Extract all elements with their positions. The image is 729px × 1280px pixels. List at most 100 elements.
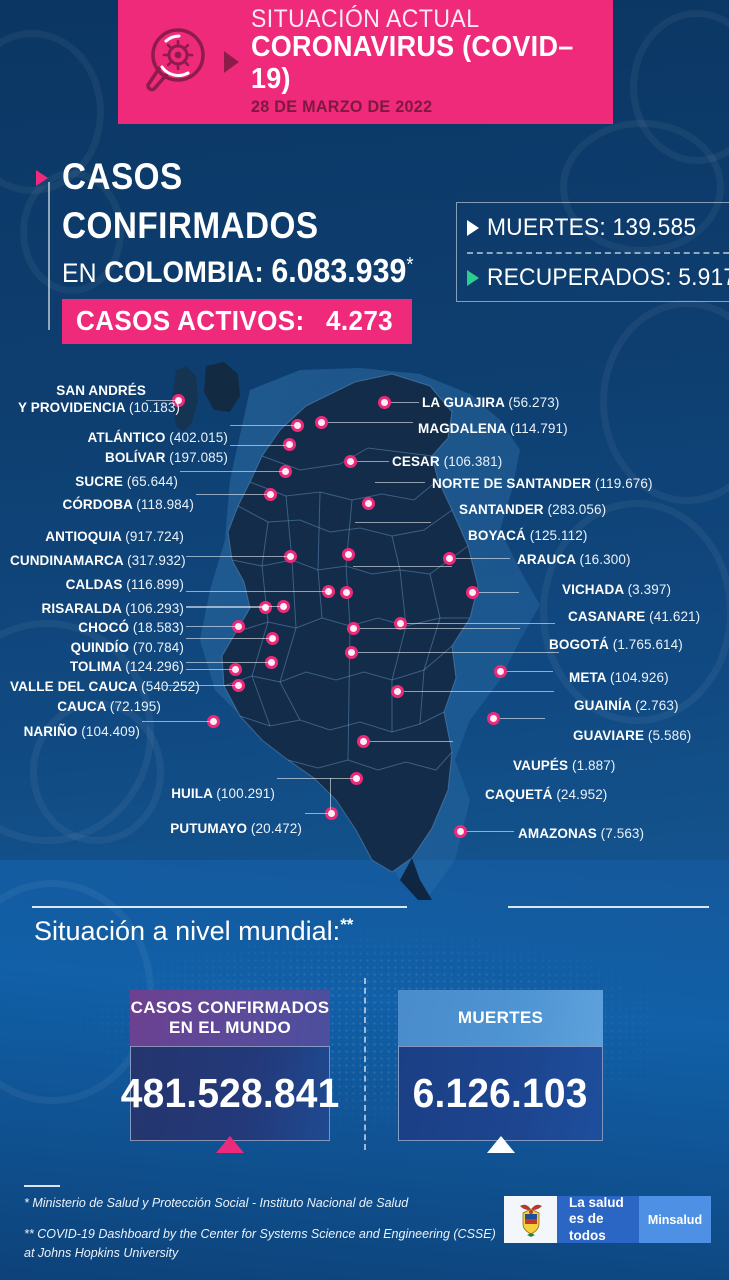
map-label-quindio: QUINDÍO (70.784) <box>10 640 184 657</box>
map-label-narino: NARIÑO (104.409) <box>10 724 140 741</box>
map-dot-caqueta[interactable] <box>357 735 370 748</box>
map-label-vichada: VICHADA (3.397) <box>562 582 671 599</box>
leader-line <box>186 606 280 607</box>
dept-value: (18.583) <box>132 620 184 635</box>
dept-value: (116.899) <box>126 577 184 592</box>
header-arrow-icon <box>224 51 239 73</box>
magnifier-virus-icon <box>140 25 214 99</box>
map-dot-sucre[interactable] <box>279 465 292 478</box>
map-dot-cundinamarca[interactable] <box>322 585 335 598</box>
map-dot-boyaca[interactable] <box>340 586 353 599</box>
dept-name: BOLÍVAR <box>104 450 166 465</box>
map-dot-huila[interactable] <box>350 772 363 785</box>
virus-deco-icon <box>600 300 729 504</box>
map-dot-choco[interactable] <box>232 620 245 633</box>
map-dot-cauca[interactable] <box>232 679 245 692</box>
dept-name: MAGDALENA <box>418 421 507 436</box>
map-dot-atlantico[interactable] <box>291 419 304 432</box>
map-dot-guaviare[interactable] <box>391 685 404 698</box>
dept-name: LA GUAJIRA <box>422 395 505 410</box>
dept-name: CAUCA <box>57 699 107 714</box>
leader-line <box>186 662 268 663</box>
leader-line <box>146 400 176 401</box>
dept-value: (118.984) <box>136 497 194 512</box>
map-dot-valle[interactable] <box>229 663 242 676</box>
map-dot-narino[interactable] <box>207 715 220 728</box>
leader-line <box>330 778 331 813</box>
recovered-marker-icon <box>467 270 479 286</box>
leader-line <box>407 623 555 624</box>
dept-name: META <box>569 670 607 685</box>
dept-name: CÓRDOBA <box>62 497 133 512</box>
leader-line <box>186 669 232 670</box>
map-dot-san-andres[interactable] <box>172 394 185 407</box>
dept-value: (70.784) <box>132 640 184 655</box>
map-label-boyaca: BOYACÁ (125.112) <box>468 528 587 545</box>
map-label-vaupes: VAUPÉS (1.887) <box>513 758 615 775</box>
leader-line <box>328 422 413 423</box>
leader-line <box>404 691 554 692</box>
map-label-casanare: CASANARE (41.621) <box>568 609 700 626</box>
map-dot-norte-santander[interactable] <box>362 497 375 510</box>
map-label-bolivar: BOLÍVAR (197.085) <box>10 450 228 467</box>
map-dot-magdalena[interactable] <box>315 416 328 429</box>
map-dot-la-guajira[interactable] <box>378 396 391 409</box>
dept-value: (125.112) <box>529 528 588 543</box>
map-dot-meta[interactable] <box>345 646 358 659</box>
map-dot-santander[interactable] <box>342 548 355 561</box>
map-dot-caldas[interactable] <box>277 600 290 613</box>
dept-value: (41.621) <box>649 609 701 624</box>
virus-deco-icon <box>560 120 724 254</box>
recovered-value: 5.917.027 <box>678 264 729 291</box>
colombia-map <box>0 360 729 900</box>
footer-note-3: at Johns Hopkins University <box>24 1246 179 1260</box>
dept-name: ARAUCA <box>517 552 576 567</box>
dept-value: (1.765.614) <box>612 637 683 652</box>
dept-value: (24.952) <box>556 787 608 802</box>
deaths-label: MUERTES: <box>487 214 606 241</box>
map-dot-quindio[interactable] <box>266 632 279 645</box>
footer-note-2: ** COVID-19 Dashboard by the Center for … <box>24 1227 496 1241</box>
leader-line <box>391 402 419 403</box>
map-dot-bolivar[interactable] <box>283 438 296 451</box>
map-dot-vichada[interactable] <box>466 586 479 599</box>
map-dot-tolima[interactable] <box>265 656 278 669</box>
dept-value: (7.563) <box>600 826 645 841</box>
dept-value: (104.409) <box>81 724 140 739</box>
map-dot-risaralda[interactable] <box>259 601 272 614</box>
map-dot-bogota[interactable] <box>347 622 360 635</box>
active-cases-value: 4.273 <box>326 305 394 336</box>
leader-line <box>142 721 210 722</box>
dept-name: HUILA <box>171 786 213 801</box>
map-dot-amazonas[interactable] <box>454 825 467 838</box>
map-label-antioquia: ANTIOQUIA (917.724) <box>10 529 184 546</box>
minsalud-logo: La salud es de todos Minsalud <box>504 1195 711 1243</box>
leader-line <box>180 471 282 472</box>
dept-name: CALDAS <box>65 577 123 592</box>
deaths-marker-icon <box>467 220 479 236</box>
dept-name: CESAR <box>392 454 440 469</box>
map-dot-putumayo[interactable] <box>325 807 338 820</box>
dept-value: (402.015) <box>169 430 228 445</box>
map-dot-arauca[interactable] <box>443 552 456 565</box>
leader-line <box>186 607 262 608</box>
leader-line <box>360 628 520 629</box>
global-deaths-trend-icon <box>486 1136 515 1153</box>
map-dot-casanare[interactable] <box>394 617 407 630</box>
dept-name: SAN ANDRÉS <box>56 383 146 398</box>
slogan-line2: es de todos <box>569 1211 606 1243</box>
map-dot-guainia[interactable] <box>494 665 507 678</box>
map-label-choco: CHOCÓ (18.583) <box>10 620 184 637</box>
dept-value: (119.676) <box>594 476 653 491</box>
global-cases-trend-icon <box>216 1136 244 1153</box>
dept-name2: Y PROVIDENCIA <box>18 399 126 415</box>
dept-value: (106.293) <box>125 601 184 616</box>
map-dot-antioquia[interactable] <box>284 550 297 563</box>
cases-country-label: COLOMBIA: <box>104 256 264 289</box>
map-dot-cordoba[interactable] <box>264 488 277 501</box>
leader-line <box>186 638 269 639</box>
dept-value: (124.296) <box>125 659 184 674</box>
map-dot-vaupes[interactable] <box>487 712 500 725</box>
map-dot-cesar[interactable] <box>344 455 357 468</box>
map-label-putumayo: PUTUMAYO (20.472) <box>120 821 302 838</box>
